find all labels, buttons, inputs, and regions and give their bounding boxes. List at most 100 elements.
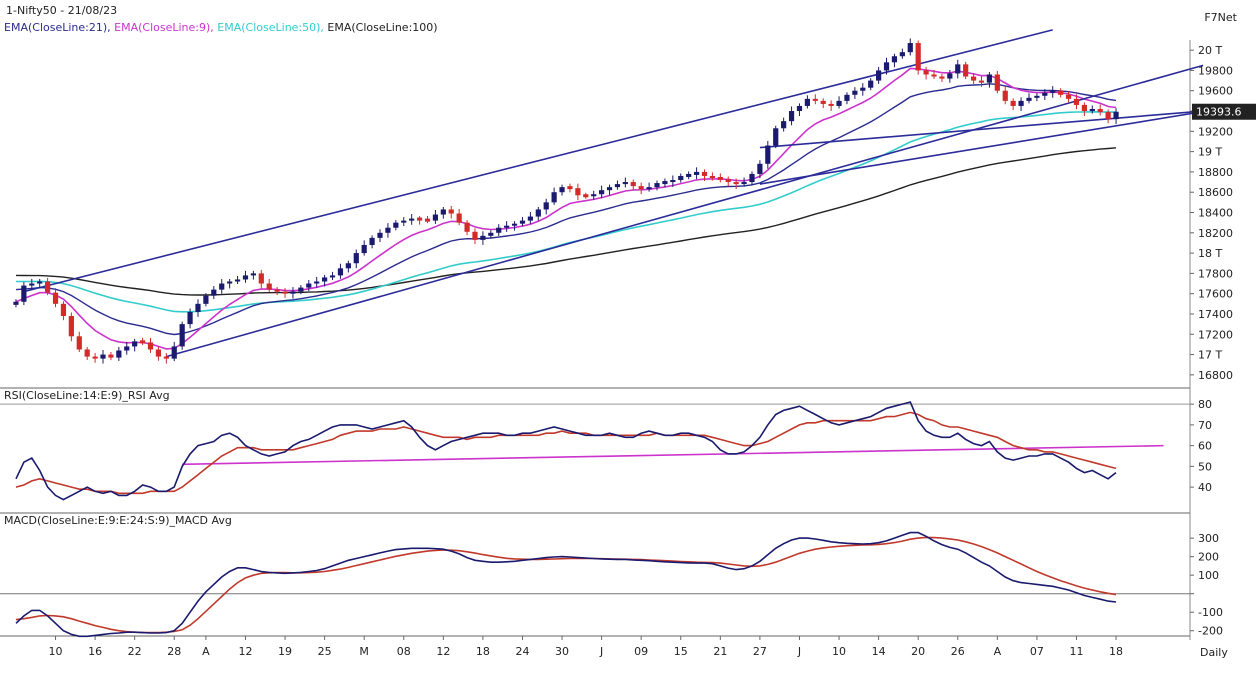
candle-body [701,171,708,176]
candle-body [860,87,866,91]
candle-body [440,209,446,215]
candle-body [116,350,122,358]
candle-body [1050,90,1056,93]
x-tick-label: A [994,645,1002,658]
ema-legend: EMA(CloseLine:21), EMA(CloseLine:9), EMA… [4,21,438,34]
ema-21-line [15,83,1117,336]
candle-body [693,171,700,175]
candle-body [804,98,810,106]
candle-body [757,163,763,174]
candle-body [820,100,826,104]
candle-body [923,70,929,75]
candle-body [1113,111,1119,120]
candle-body [1018,100,1024,106]
candle-body [1065,94,1072,99]
candle-body [559,187,565,193]
rsi-y-tick-label: 80 [1198,398,1212,411]
candle-body [638,186,644,190]
x-tick-label: 14 [872,645,886,658]
candle-body [686,173,692,177]
candle-body [646,187,652,190]
x-tick-label: 19 [278,645,292,658]
candle-body [314,281,320,284]
candle-body [575,188,581,196]
candle-body [124,346,130,351]
candle-body [45,281,51,293]
candle-body [108,354,114,358]
chart-title: 1-Nifty50 - 21/08/23 [6,4,118,17]
candle-body [678,175,684,181]
candle-body [306,283,312,288]
candle-body [630,182,636,187]
support-trendline-2 [759,110,1204,149]
brand-label: F7Net [1204,11,1237,24]
rsi-line [15,401,1117,501]
candle-body [227,281,233,284]
x-tick-label: 25 [318,645,332,658]
price-y-tick-label: 19 T [1198,146,1222,159]
candle-body [219,283,225,290]
price-y-tick-label: 17200 [1198,328,1233,341]
candle-body [828,103,834,106]
x-tick-label: 10 [832,645,846,658]
candle-body [211,289,217,296]
price-y-tick-label: 19800 [1198,64,1233,77]
candle-body [591,194,597,197]
candle-body [361,244,367,254]
x-tick-label: 15 [674,645,688,658]
candle-body [1010,100,1016,106]
ema-9-line [15,67,1117,350]
x-tick-label: 30 [555,645,569,658]
candle-body [298,287,304,292]
ema-50-label: EMA(CloseLine:50), [217,21,324,34]
x-tick-label: 18 [476,645,490,658]
candle-body [496,227,502,233]
price-y-tick-label: 18600 [1198,186,1233,199]
candle-body [876,70,882,81]
candle-body [662,181,668,185]
candle-body [535,209,541,217]
candle-body [606,187,613,191]
macd-y-tick-label: 100 [1198,569,1219,582]
candle-body [1089,109,1095,112]
timeframe-label: Daily [1200,646,1228,659]
x-tick-label: 26 [951,645,965,658]
candle-body [139,340,146,344]
candle-body [385,227,391,233]
candle-body [29,283,35,286]
candle-body [773,128,779,146]
x-tick-label: 27 [753,645,767,658]
candle-body [60,303,67,316]
rsi-y-tick-label: 40 [1198,481,1212,494]
candle-body [377,232,383,238]
candle-body [250,273,256,276]
candle-body [978,80,985,83]
candle-body [504,225,510,228]
candle-body [266,283,272,290]
candle-body [1026,97,1032,101]
candle-body [416,217,423,221]
candle-body [741,182,747,185]
x-tick-label: 28 [167,645,181,658]
candle-body [614,184,621,188]
macd-y-tick-label: 200 [1198,551,1219,564]
candle-body [583,194,589,198]
x-tick-label: A [202,645,210,658]
candle-body [369,237,375,245]
candle-body [1073,98,1080,105]
price-y-tick-label: 18400 [1198,207,1233,220]
candle-body [994,74,1000,91]
candle-body [963,64,969,77]
x-tick-label: 20 [911,645,925,658]
candle-body [21,285,27,302]
candle-body [393,222,399,228]
candle-body [1042,92,1048,96]
candle-body [1058,90,1064,95]
ema-50-line [16,110,1116,313]
candle-body [1081,104,1087,112]
rsi-avg-line [15,411,1117,495]
candle-body [171,346,177,359]
rsi-y-tick-label: 70 [1198,419,1212,432]
candle-body [915,43,921,71]
price-y-tick-label: 19600 [1198,85,1233,98]
